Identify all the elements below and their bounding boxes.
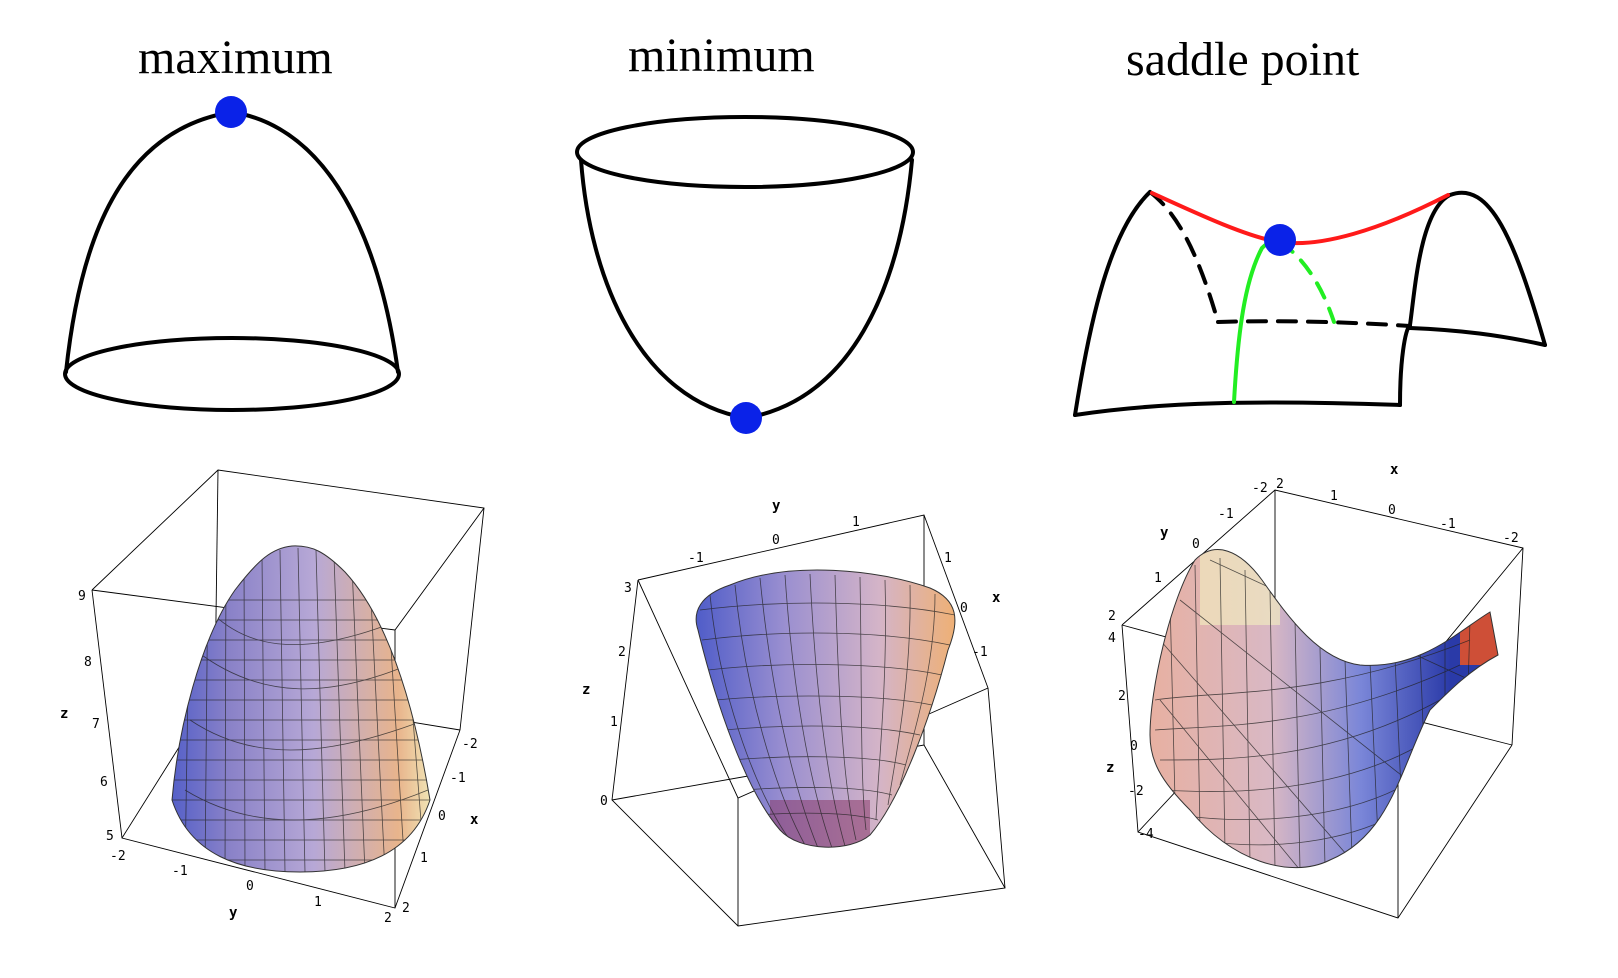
y-tick: -1: [172, 864, 188, 879]
z-tick: 8: [84, 655, 92, 670]
x-axis-ticks-maximum: -2 -1 0 1 2: [402, 737, 478, 916]
surface-saddle: [1150, 549, 1498, 868]
y-axis-ticks-saddle: -2 -1 0 1 2: [1108, 481, 1268, 624]
bounding-box-minimum: [611, 514, 1006, 927]
x-tick: 1: [944, 551, 952, 566]
y-tick: 0: [246, 879, 254, 894]
bowl-curve: [579, 158, 914, 421]
x-tick: 1: [420, 851, 428, 866]
saddle-red-curve: [1150, 191, 1450, 246]
x-tick: -1: [1440, 517, 1456, 532]
plot-minimum: 3 2 1 0 z -1 0 1 y 1 0 -1 x: [582, 498, 1006, 927]
dome-base-ellipse: [63, 336, 401, 412]
x-tick: 0: [1388, 503, 1396, 518]
x-tick: 1: [1330, 489, 1338, 504]
z-tick: 3: [624, 581, 632, 596]
y-tick: -1: [688, 551, 704, 566]
z-axis-ticks-minimum: 3 2 1 0: [600, 581, 632, 809]
surface-minimum: [696, 570, 955, 848]
saddle-bottom-edge: [1073, 400, 1402, 417]
saddle-right-back-edge: [1408, 326, 1547, 347]
y-axis-ticks-minimum: -1 0 1: [688, 515, 860, 566]
dome-curve: [64, 109, 400, 374]
saddle-right-front-edge: [1398, 190, 1547, 407]
x-tick: -1: [972, 645, 988, 660]
z-axis-label-maximum: z: [60, 706, 68, 722]
y-tick: 1: [852, 515, 860, 530]
y-tick: 0: [772, 533, 780, 548]
z-tick: 6: [100, 775, 108, 790]
saddle-hidden-back-bottom: [1216, 319, 1412, 328]
y-tick: 1: [314, 895, 322, 910]
sketch-minimum: [575, 115, 915, 421]
saddle-left-edge: [1073, 190, 1152, 417]
plot-maximum: 9 8 7 6 5 z -2 -1 0 1 2 y -2 -1 0 1 2 x: [60, 469, 485, 926]
x-axis-label-saddle: x: [1390, 462, 1399, 478]
z-tick: 0: [600, 794, 608, 809]
z-tick: 2: [1118, 689, 1126, 704]
x-tick: 2: [1276, 477, 1284, 492]
plot-saddle: 2 1 0 -1 -2 x -2 -1 0 1 2 y 4 2 0 -2 -4 …: [1106, 462, 1524, 919]
critical-point-saddle: [1264, 224, 1296, 256]
z-tick: 1: [610, 715, 618, 730]
sketch-maximum: [63, 109, 401, 412]
y-tick: 1: [1154, 571, 1162, 586]
x-axis-label-maximum: x: [470, 812, 479, 828]
y-tick: 0: [1192, 537, 1200, 552]
x-tick: -1: [450, 771, 466, 786]
critical-point-maximum: [215, 96, 247, 128]
saddle-hidden-back-left: [1148, 190, 1220, 324]
y-axis-label-saddle: y: [1160, 525, 1169, 541]
y-tick: -2: [1252, 481, 1268, 496]
z-tick: 9: [78, 589, 86, 604]
x-tick: 0: [960, 601, 968, 616]
critical-point-minimum: [730, 402, 762, 434]
x-axis-label-minimum: x: [992, 590, 1001, 606]
y-tick: -1: [1218, 507, 1234, 522]
x-tick: -2: [462, 737, 478, 752]
z-tick: 4: [1108, 631, 1116, 646]
z-tick: -4: [1138, 827, 1154, 842]
z-axis-ticks-maximum: 9 8 7 6 5: [78, 589, 114, 844]
y-axis-ticks-maximum: -2 -1 0 1 2: [110, 849, 392, 926]
z-axis-label-saddle: z: [1106, 760, 1114, 776]
y-tick: 2: [384, 911, 392, 926]
sketch-saddle: [1073, 190, 1547, 417]
saddle-green-dashed-curve: [1278, 240, 1336, 324]
z-tick: 5: [106, 829, 114, 844]
x-tick: 2: [402, 901, 410, 916]
y-axis-label-minimum: y: [772, 498, 781, 514]
z-tick: -2: [1128, 784, 1144, 799]
y-tick: 2: [1108, 609, 1116, 624]
z-tick: 0: [1130, 739, 1138, 754]
title-maximum: maximum: [138, 31, 333, 84]
z-tick: 2: [618, 645, 626, 660]
z-axis-label-minimum: z: [582, 682, 590, 698]
x-tick: -2: [1503, 531, 1519, 546]
y-axis-label-maximum: y: [229, 905, 238, 921]
z-tick: 7: [92, 717, 100, 732]
title-minimum: minimum: [628, 29, 815, 82]
x-axis-ticks-minimum: 1 0 -1: [944, 551, 988, 660]
bounding-box-maximum: [91, 469, 485, 909]
title-saddle-point: saddle point: [1126, 33, 1360, 86]
x-axis-ticks-saddle: 2 1 0 -1 -2: [1276, 477, 1519, 546]
y-tick: -2: [110, 849, 126, 864]
z-axis-ticks-saddle: 4 2 0 -2 -4: [1108, 631, 1154, 842]
bowl-rim-ellipse: [575, 115, 915, 189]
x-tick: 0: [438, 809, 446, 824]
surface-maximum: [172, 545, 430, 872]
